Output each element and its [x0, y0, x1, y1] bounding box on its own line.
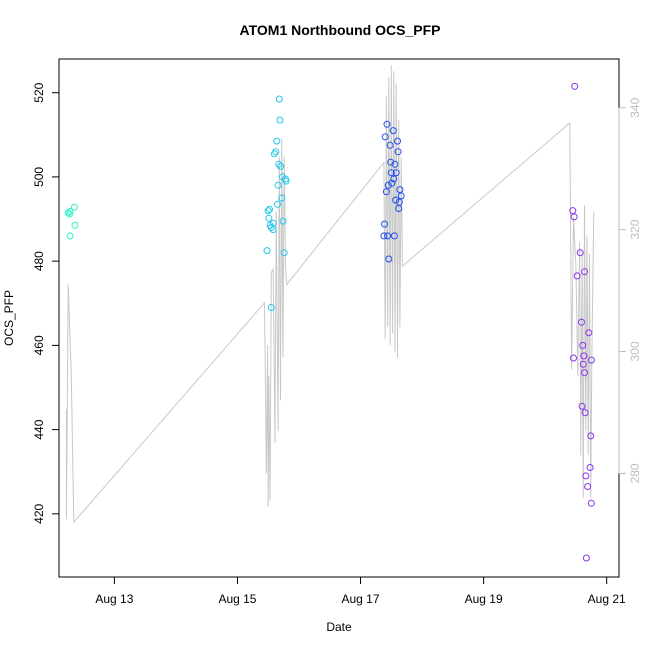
data-point: [277, 162, 284, 170]
data-point: [397, 192, 405, 200]
data-point: [585, 329, 593, 337]
plot-area-border: [58, 58, 620, 578]
data-point: [394, 137, 401, 145]
secondary-line: [65, 65, 595, 524]
data-point: [385, 255, 393, 263]
data-point: [394, 148, 402, 156]
data-point: [278, 194, 286, 202]
data-point: [275, 160, 283, 168]
data-point: [280, 249, 288, 257]
data-point: [584, 483, 592, 490]
data-point: [387, 169, 395, 177]
x-axis-label: Date: [326, 620, 352, 634]
x-axis: Aug 13 Aug 15 Aug 17 Aug 19 Aug 21: [95, 576, 626, 606]
data-point: [587, 432, 595, 440]
data-point: [580, 352, 588, 360]
data-point: [581, 409, 589, 417]
data-point: [384, 232, 392, 240]
y2-tick-label: 280: [628, 463, 642, 483]
data-point: [392, 196, 400, 204]
point-layer: [64, 82, 595, 562]
data-point: [66, 210, 73, 218]
data-point: [387, 158, 395, 166]
x-tick-label: Aug 19: [465, 592, 503, 606]
secondary-line-layer: [65, 65, 595, 524]
data-point: [381, 133, 389, 141]
y-tick-label: 440: [32, 419, 46, 439]
data-point: [273, 137, 281, 145]
data-point: [391, 160, 399, 168]
data-point: [579, 360, 587, 368]
y-axis-right: 280 300 320 340: [618, 97, 642, 483]
x-tick-label: Aug 13: [95, 592, 133, 606]
data-point: [64, 209, 72, 217]
data-point: [395, 198, 403, 206]
data-point: [570, 354, 577, 362]
data-point: [388, 179, 396, 187]
data-point: [390, 232, 398, 240]
data-point: [587, 356, 595, 364]
data-point: [264, 207, 272, 215]
chart-title: ATOM1 Northbound OCS_PFP: [240, 22, 441, 38]
data-point: [383, 120, 391, 128]
data-point: [275, 95, 283, 103]
y2-tick-label: 300: [628, 341, 642, 361]
data-point: [381, 220, 388, 228]
data-point: [66, 232, 74, 240]
x-tick-label: Aug 17: [342, 592, 380, 606]
y2-tick-label: 340: [628, 97, 642, 117]
data-point: [274, 181, 282, 189]
data-point: [269, 226, 277, 234]
data-point: [272, 148, 280, 156]
y-tick-label: 460: [32, 335, 46, 355]
data-point: [587, 499, 595, 507]
y-tick-label: 420: [32, 503, 46, 523]
data-point: [265, 214, 273, 222]
data-point: [382, 188, 390, 196]
data-point: [386, 141, 394, 149]
data-point: [267, 224, 275, 231]
y-tick-label: 480: [32, 251, 46, 271]
data-point: [581, 268, 588, 276]
data-point: [390, 175, 398, 183]
data-point: [582, 472, 590, 480]
data-point: [573, 272, 581, 280]
data-point: [282, 177, 290, 185]
data-point: [70, 203, 78, 211]
data-point: [582, 554, 590, 562]
data-point: [578, 402, 586, 410]
x-tick-label: Aug 15: [218, 592, 256, 606]
data-point: [571, 82, 579, 90]
y-tick-label: 520: [32, 82, 46, 102]
data-point: [263, 247, 271, 255]
data-point: [576, 249, 584, 257]
data-point: [266, 205, 273, 213]
data-point: [396, 186, 404, 194]
y-axis-label: OCS_PFP: [2, 290, 16, 346]
data-point: [71, 221, 79, 229]
data-point: [570, 213, 578, 221]
data-point: [276, 116, 284, 124]
x-tick-label: Aug 21: [588, 592, 626, 606]
data-point: [392, 169, 400, 177]
data-point: [578, 318, 585, 326]
data-point: [581, 369, 588, 377]
data-point: [267, 304, 275, 311]
data-point: [274, 200, 281, 208]
data-point: [389, 127, 397, 135]
data-point: [579, 341, 587, 349]
data-point: [380, 232, 388, 240]
data-point: [384, 181, 392, 189]
y-axis-left: 420 440 460 480 500 520: [32, 82, 60, 524]
data-point: [569, 207, 577, 215]
data-point: [279, 217, 287, 225]
data-point: [586, 464, 594, 471]
y2-tick-label: 320: [628, 219, 642, 239]
y-tick-label: 500: [32, 167, 46, 187]
